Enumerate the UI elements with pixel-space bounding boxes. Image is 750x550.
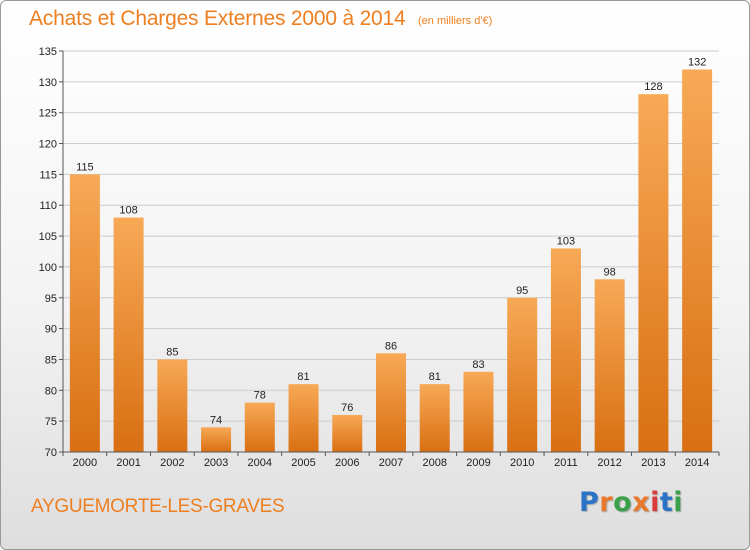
- logo-letter: r: [599, 487, 614, 518]
- bar-2004: [244, 402, 275, 452]
- bar-2002: [157, 359, 188, 452]
- bar-2013: [638, 94, 669, 452]
- x-tick-label: 2014: [685, 457, 709, 469]
- y-tick-label: 105: [39, 231, 57, 243]
- y-tick-label: 125: [39, 108, 57, 120]
- bar-2006: [332, 414, 363, 452]
- y-tick-label: 85: [45, 354, 57, 366]
- x-tick-label: 2004: [248, 457, 272, 469]
- data-label-2002: 85: [166, 346, 178, 358]
- data-label-2007: 86: [385, 340, 397, 352]
- y-tick-label: 75: [45, 416, 57, 428]
- bar-2010: [507, 297, 538, 452]
- y-tick-label: 100: [39, 262, 57, 274]
- bar-2003: [201, 427, 232, 452]
- town-name: AYGUEMORTE-LES-GRAVES: [31, 496, 285, 517]
- logo-letter: i: [673, 487, 684, 518]
- bar-2009: [463, 371, 494, 452]
- data-label-2011: 103: [557, 235, 575, 247]
- x-tick-label: 2009: [466, 457, 490, 469]
- bar-2012: [594, 279, 625, 452]
- data-label-2004: 78: [254, 390, 266, 402]
- x-tick-label: 2002: [160, 457, 184, 469]
- x-tick-label: 2007: [379, 457, 403, 469]
- y-tick-label: 120: [39, 139, 57, 151]
- data-label-2012: 98: [604, 266, 616, 278]
- logo-letter: x: [632, 487, 651, 518]
- data-label-2008: 81: [429, 371, 441, 383]
- bar-2014: [682, 69, 713, 452]
- bar-2001: [113, 217, 144, 452]
- y-tick-label: 70: [45, 447, 57, 459]
- y-tick-label: 90: [45, 324, 57, 336]
- x-tick-label: 2003: [204, 457, 228, 469]
- data-label-2001: 108: [119, 205, 137, 217]
- logo-letter: i: [650, 487, 660, 518]
- y-tick-label: 110: [39, 200, 57, 212]
- logo-letter: t: [659, 487, 674, 518]
- y-tick-label: 95: [45, 293, 57, 305]
- y-tick-label: 130: [39, 77, 57, 89]
- chart-subtitle: (en milliers d'€): [418, 15, 493, 27]
- bar-2011: [550, 248, 581, 452]
- x-tick-label: 2005: [291, 457, 315, 469]
- x-tick-label: 2011: [554, 457, 578, 469]
- data-label-2013: 128: [644, 81, 662, 93]
- x-tick-label: 2008: [422, 457, 446, 469]
- axes: 70 75 80 85 90 95 100 105 110 115 120 125 130 135 2000…: [39, 46, 720, 469]
- y-tick-label: 80: [45, 385, 57, 397]
- x-tick-label: 2012: [597, 457, 621, 469]
- data-label-2009: 83: [472, 359, 484, 371]
- logo-letter: P: [579, 487, 600, 518]
- data-label-2000: 115: [76, 161, 94, 173]
- data-label-2003: 74: [210, 414, 222, 426]
- x-tick-label: 2010: [510, 457, 534, 469]
- bar-chart: 115 108 85 74 78 81 76 86 81 83 95 103 98 128 132 70 75…: [39, 46, 720, 469]
- data-label-2014: 132: [688, 57, 706, 69]
- bar-2007: [376, 353, 406, 452]
- bar-2000: [69, 174, 100, 452]
- data-label-2010: 95: [516, 285, 528, 297]
- data-labels: 115 108 85 74 78 81 76 86 81 83 95 103 98 128 132: [76, 57, 706, 427]
- bars: [69, 69, 713, 452]
- data-label-2006: 76: [341, 402, 353, 414]
- proxiti-logo: Proxiti: [579, 487, 683, 518]
- x-tick-label: 2013: [641, 457, 665, 469]
- y-tick-label: 115: [39, 169, 57, 181]
- logo-letter: o: [613, 487, 633, 518]
- chart-title: Achats et Charges Externes 2000 à 2014: [29, 7, 406, 30]
- bar-2005: [288, 384, 319, 452]
- x-tick-label: 2001: [116, 457, 140, 469]
- x-tick-label: 2000: [73, 457, 97, 469]
- data-label-2005: 81: [297, 371, 309, 383]
- x-tick-label: 2006: [335, 457, 359, 469]
- bar-2008: [419, 384, 450, 452]
- y-tick-label: 135: [39, 46, 57, 58]
